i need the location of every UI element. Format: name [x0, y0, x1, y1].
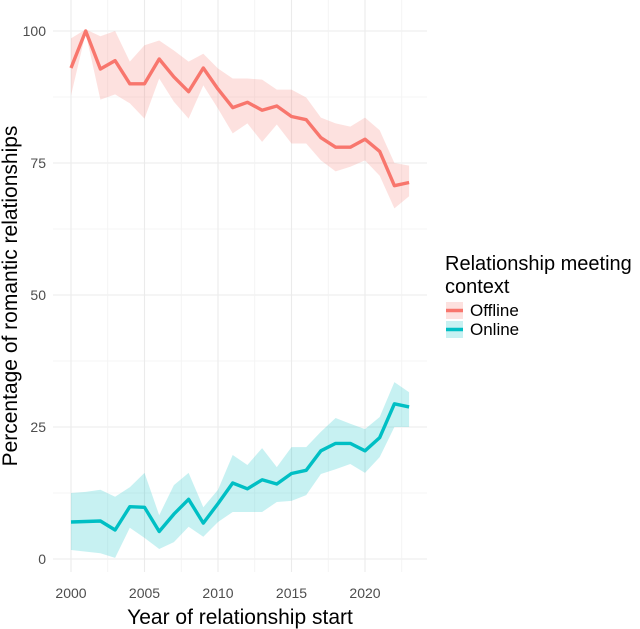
- data-point-online: [143, 506, 146, 509]
- y-tick-label: 25: [30, 419, 46, 435]
- y-tick-label: 75: [30, 155, 46, 171]
- legend-label-online: Online: [470, 320, 519, 339]
- data-point-offline: [378, 150, 381, 153]
- data-point-offline: [261, 109, 264, 112]
- legend-title-line-2: context: [445, 276, 510, 298]
- data-point-online: [187, 498, 190, 501]
- y-tick-label: 0: [38, 551, 46, 567]
- data-point-offline: [143, 82, 146, 85]
- data-point-online: [378, 436, 381, 439]
- data-point-online: [349, 442, 352, 445]
- ribbon-offline: [71, 29, 410, 209]
- data-point-offline: [158, 57, 161, 60]
- data-point-offline: [275, 104, 278, 107]
- data-point-offline: [172, 75, 175, 78]
- line-offline: [69, 29, 410, 188]
- data-point-offline: [187, 90, 190, 93]
- legend: Relationship meeting context OfflineOnli…: [445, 253, 632, 339]
- data-point-online: [158, 530, 161, 533]
- line-online: [70, 402, 410, 534]
- data-point-offline: [290, 115, 293, 118]
- y-tick-label: 100: [23, 23, 47, 39]
- data-point-offline: [246, 101, 249, 104]
- ribbon-online: [71, 382, 410, 558]
- y-axis-title: Percentage of romantic relationships: [0, 126, 22, 467]
- data-point-offline: [364, 138, 367, 141]
- legend-title-line-1: Relationship meeting: [445, 253, 632, 275]
- x-axis-ticks: 2000 2005 2010 2015 2020: [55, 585, 380, 601]
- data-point-online: [393, 402, 396, 405]
- data-point-offline: [202, 66, 205, 69]
- data-point-online: [290, 472, 293, 475]
- data-point-online: [319, 449, 322, 452]
- data-point-offline: [217, 88, 220, 91]
- data-point-offline: [84, 30, 87, 33]
- data-point-online: [70, 521, 73, 524]
- data-point-online: [217, 502, 220, 505]
- x-tick-label: 2010: [202, 585, 233, 601]
- data-point-online: [99, 519, 102, 522]
- data-point-offline: [305, 118, 308, 121]
- x-tick-label: 2020: [349, 585, 380, 601]
- x-tick-label: 2005: [129, 585, 160, 601]
- data-point-offline: [319, 136, 322, 139]
- data-point-online: [334, 442, 337, 445]
- data-point-online: [231, 481, 234, 484]
- data-point-online: [305, 469, 308, 472]
- data-point-offline: [408, 181, 411, 184]
- data-point-online: [408, 405, 411, 408]
- data-point-online: [84, 520, 87, 523]
- x-tick-label: 2000: [55, 585, 86, 601]
- data-point-offline: [231, 106, 234, 109]
- data-point-online: [128, 505, 131, 508]
- data-point-online: [246, 487, 249, 490]
- data-point-online: [364, 449, 367, 452]
- ribbons: [71, 29, 410, 558]
- y-tick-label: 50: [30, 287, 46, 303]
- data-point-online: [172, 513, 175, 516]
- data-point-online: [261, 478, 264, 481]
- legend-label-offline: Offline: [470, 301, 519, 320]
- data-point-offline: [114, 59, 117, 62]
- data-point-online: [114, 528, 117, 531]
- data-point-online: [275, 483, 278, 486]
- data-point-online: [202, 522, 205, 525]
- x-axis-title: Year of relationship start: [127, 606, 353, 629]
- y-axis-ticks: 0 25 50 75 100: [23, 23, 47, 567]
- data-point-offline: [334, 146, 337, 149]
- data-point-offline: [70, 66, 73, 69]
- x-tick-label: 2015: [276, 585, 307, 601]
- data-point-offline: [393, 184, 396, 187]
- data-point-offline: [349, 146, 352, 149]
- series-lines: [69, 29, 411, 534]
- data-point-offline: [128, 82, 131, 85]
- data-point-offline: [99, 68, 102, 71]
